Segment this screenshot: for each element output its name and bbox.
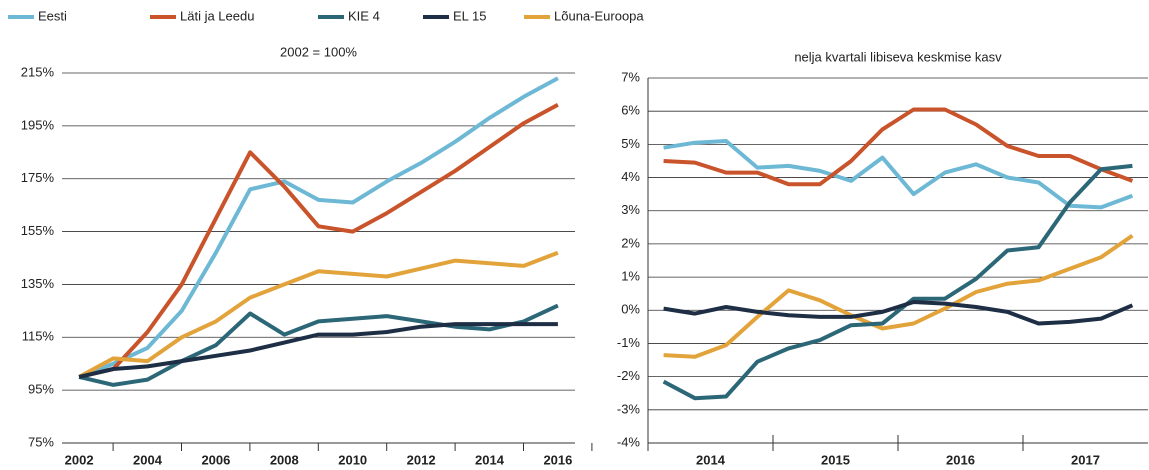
series-line [78, 102, 559, 379]
y-tick-label: -1% [617, 335, 641, 350]
x-tick-label: 2015 [821, 452, 850, 467]
y-tick-label: 1% [621, 269, 640, 284]
y-tick-label: 75% [28, 434, 54, 449]
y-tick-label: 175% [21, 170, 55, 185]
series-line [78, 250, 559, 379]
y-tick-label: 195% [21, 117, 55, 132]
y-tick-label: -2% [617, 368, 641, 383]
y-tick-label: 215% [21, 64, 55, 79]
series-line [78, 303, 559, 387]
x-tick-label: 2010 [338, 452, 367, 467]
y-tick-label: 4% [621, 169, 640, 184]
y-tick-label: 95% [28, 382, 54, 397]
series-line [663, 233, 1134, 359]
x-tick-label: 2014 [696, 452, 726, 467]
y-tick-label: 155% [21, 223, 55, 238]
x-tick-label: 2002 [65, 452, 94, 467]
series-line [663, 107, 1134, 187]
y-tick-label: 115% [22, 329, 55, 344]
series-line [663, 139, 1134, 210]
x-tick-label: 2016 [946, 452, 975, 467]
x-tick-label: 2006 [201, 452, 230, 467]
legend-label: Läti ja Leedu [180, 8, 254, 23]
y-tick-label: 5% [621, 136, 640, 151]
y-tick-label: 0% [621, 302, 640, 317]
x-tick-label: 2004 [133, 452, 163, 467]
y-tick-label: 6% [621, 103, 640, 118]
series-line [663, 300, 1134, 326]
legend-label: Eesti [38, 8, 67, 23]
series-line [78, 76, 559, 379]
y-tick-label: -3% [617, 401, 641, 416]
legend-label: EL 15 [453, 8, 487, 23]
x-tick-label: 2017 [1071, 452, 1100, 467]
x-tick-label: 2014 [475, 452, 505, 467]
legend-label: KIE 4 [348, 8, 380, 23]
x-tick-label: 2008 [270, 452, 299, 467]
x-tick-label: 2016 [543, 452, 572, 467]
y-tick-label: 2% [621, 235, 640, 250]
y-tick-label: 3% [621, 202, 640, 217]
subtitle: 2002 = 100% [280, 44, 357, 59]
series-line [662, 163, 1133, 401]
y-tick-label: 135% [21, 276, 55, 291]
series-line [78, 322, 558, 379]
subtitle: nelja kvartali libiseva keskmise kasv [794, 49, 1002, 64]
legend-label: Lõuna-Euroopa [554, 8, 644, 23]
y-tick-label: -4% [617, 434, 641, 449]
y-tick-label: 7% [621, 69, 640, 84]
x-tick-label: 2012 [407, 452, 436, 467]
